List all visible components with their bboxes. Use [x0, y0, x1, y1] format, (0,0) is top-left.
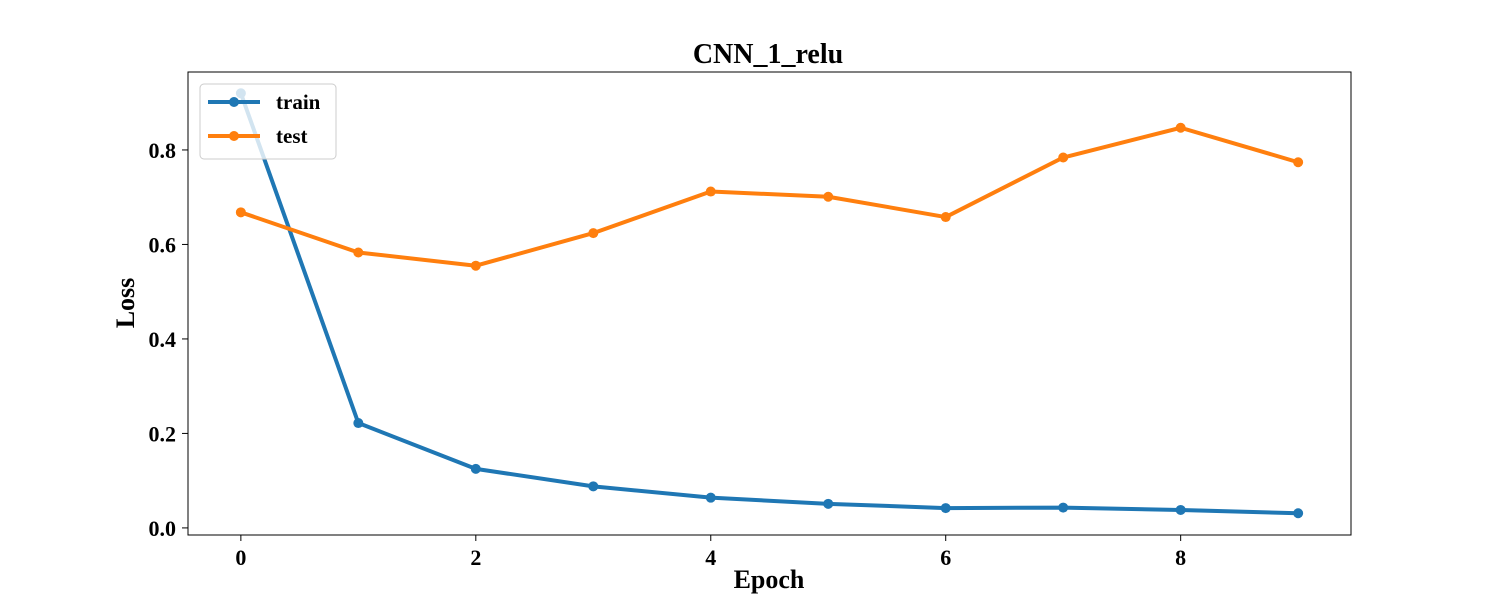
test-data-point: [1293, 157, 1304, 168]
plot-frame: [187, 71, 1352, 536]
y-tick-label: 0.6: [149, 232, 177, 257]
test-data-point: [823, 191, 834, 202]
plot-area: [187, 71, 1352, 536]
y-tick-label: 0.0: [149, 516, 177, 541]
y-tick-label: 0.2: [149, 421, 177, 446]
test-data-point: [1058, 152, 1069, 163]
y-tick-label: 0.4: [149, 327, 177, 352]
train-data-point: [1293, 508, 1304, 519]
train-data-point: [1175, 504, 1186, 515]
x-axis-ticks: 0 2 4 6 8: [235, 535, 1186, 570]
test-data-point: [470, 260, 481, 271]
test-data-point: [235, 207, 246, 218]
test-data-point: [588, 228, 599, 239]
x-tick-label: 8: [1175, 545, 1186, 570]
train-data-point: [588, 481, 599, 492]
train-data-point: [1058, 502, 1069, 513]
train-data-point: [353, 418, 364, 429]
legend-train-label: train: [276, 90, 321, 114]
legend-test-marker: [229, 131, 239, 141]
chart-title: CNN_1_relu: [693, 39, 843, 70]
train-data-point: [823, 498, 834, 509]
train-data-point: [470, 463, 481, 474]
legend-train-marker: [229, 97, 239, 107]
test-series-line: [238, 125, 1301, 268]
train-data-point: [705, 492, 716, 503]
test-data-point: [705, 186, 716, 197]
legend-test-label: test: [276, 124, 307, 148]
x-tick-label: 6: [940, 545, 951, 570]
y-tick-label: 0.8: [149, 138, 177, 163]
train-data-point: [940, 503, 951, 514]
test-data-point: [353, 247, 364, 258]
x-tick-label: 2: [470, 545, 481, 570]
legend: train test: [199, 83, 337, 160]
series-layer: [235, 88, 1304, 519]
y-axis-label: Loss: [111, 278, 140, 329]
train-series-line: [238, 91, 1301, 516]
test-data-point: [940, 212, 951, 223]
x-tick-label: 4: [705, 545, 716, 570]
x-tick-label: 0: [235, 545, 246, 570]
y-axis-ticks: 0.0 0.2 0.4 0.6 0.8: [149, 138, 188, 541]
x-axis-label: Epoch: [734, 565, 805, 594]
test-data-point: [1175, 122, 1186, 133]
